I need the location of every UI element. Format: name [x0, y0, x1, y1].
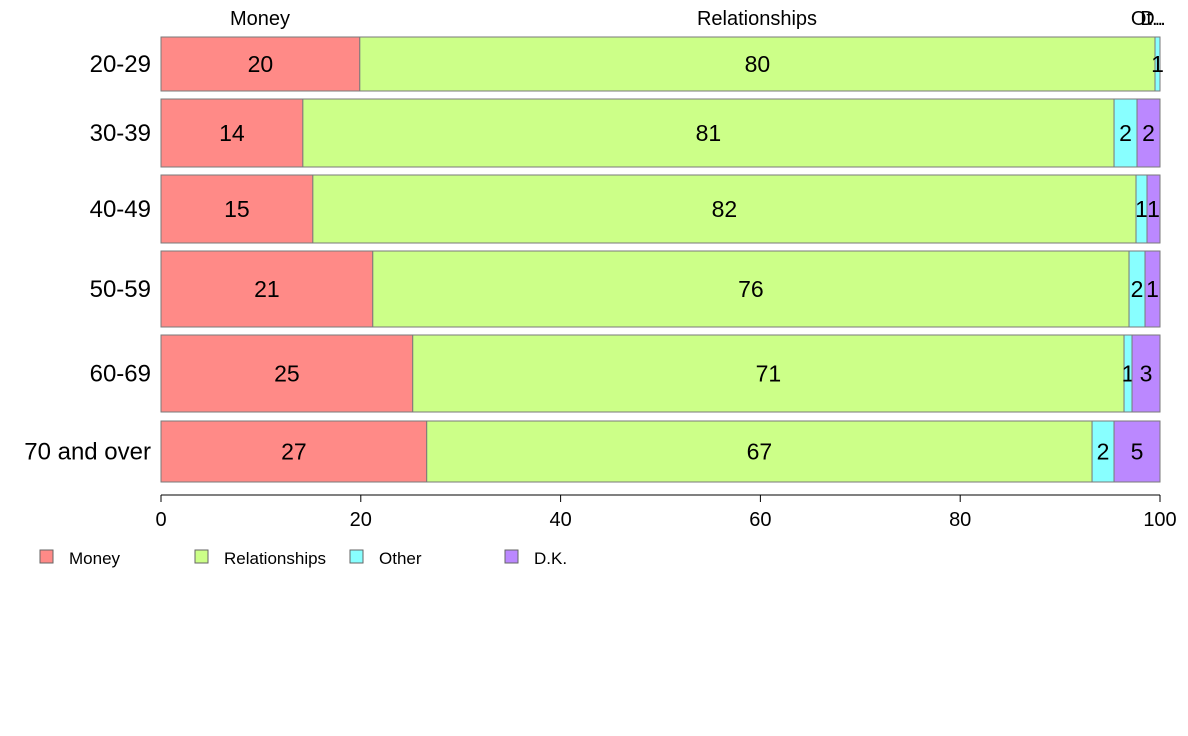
data-label: 1 — [1147, 196, 1160, 222]
data-label: 2 — [1097, 439, 1110, 465]
data-label: 25 — [274, 361, 300, 387]
bar-segment — [160, 250, 374, 328]
data-label: 81 — [696, 120, 722, 146]
bar-segment — [160, 174, 314, 244]
data-label: 15 — [224, 196, 250, 222]
data-label: 2 — [1119, 120, 1132, 146]
bar-segment — [1131, 334, 1161, 413]
bar-segment — [312, 174, 1137, 244]
top-segment-label: Relationships — [697, 8, 817, 30]
category-label: 60-69 — [90, 361, 151, 388]
data-label: 71 — [756, 361, 782, 387]
legend-swatch — [39, 549, 54, 564]
data-label: 21 — [254, 276, 280, 302]
legend-label: Relationships — [224, 549, 326, 568]
legend-swatch — [349, 549, 364, 564]
category-label: 30-39 — [90, 120, 151, 147]
bar-segment — [1144, 250, 1161, 328]
data-label: 67 — [747, 439, 773, 465]
x-tick-label: 40 — [549, 509, 571, 531]
category-label: 40-49 — [90, 196, 151, 223]
bar-segment — [412, 334, 1125, 413]
data-label: 1 — [1122, 361, 1135, 387]
bar-segment — [160, 98, 304, 168]
data-label: 20 — [248, 51, 274, 77]
x-tick-label: 100 — [1143, 509, 1176, 531]
bar-segment — [1136, 98, 1161, 168]
bar-segment — [1113, 420, 1161, 483]
legend-swatch — [504, 549, 519, 564]
bar-segment — [160, 334, 414, 413]
legend-swatch — [194, 549, 209, 564]
legend-label: Other — [379, 549, 422, 568]
bar-segment — [302, 98, 1115, 168]
top-segment-label: Money — [230, 8, 290, 30]
x-tick-label: 80 — [949, 509, 971, 531]
data-label: 1 — [1135, 196, 1148, 222]
data-label: 1 — [1146, 276, 1159, 302]
legend-label: Money — [69, 549, 121, 568]
data-label: 27 — [281, 439, 307, 465]
top-segment-label: Ot.. — [1131, 8, 1163, 30]
data-label: 2 — [1142, 120, 1155, 146]
bar-segment — [426, 420, 1093, 483]
data-label: 76 — [738, 276, 764, 302]
x-tick-label: 0 — [155, 509, 166, 531]
top-segment-label: D.. — [1140, 8, 1166, 30]
bar-segment — [359, 36, 1156, 92]
data-label: 2 — [1131, 276, 1144, 302]
data-label: 80 — [745, 51, 771, 77]
legend-label: D.K. — [534, 549, 567, 568]
data-label: 1 — [1151, 51, 1164, 77]
bar-segment — [1154, 36, 1161, 92]
data-label: 5 — [1131, 439, 1144, 465]
category-label: 50-59 — [90, 276, 151, 303]
data-label: 82 — [712, 196, 738, 222]
x-tick-label: 60 — [749, 509, 771, 531]
data-label: 3 — [1140, 361, 1153, 387]
category-label: 70 and over — [24, 439, 151, 466]
category-label: 20-29 — [90, 51, 151, 78]
data-label: 14 — [219, 120, 245, 146]
x-tick-label: 20 — [350, 509, 372, 531]
bar-segment — [372, 250, 1130, 328]
bar-segment — [1146, 174, 1161, 244]
